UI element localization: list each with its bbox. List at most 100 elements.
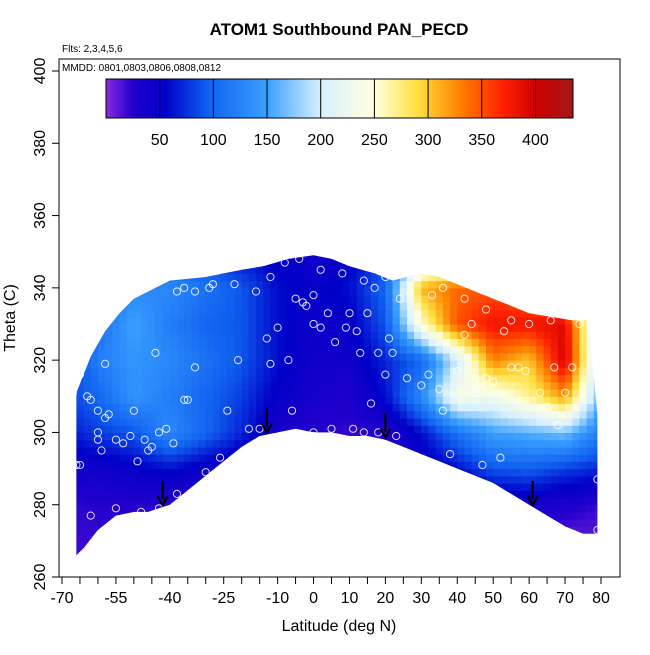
heatmap-cell <box>148 266 156 274</box>
heatmap-cell <box>62 382 70 390</box>
heatmap-cell <box>127 245 135 253</box>
heatmap-cell <box>392 461 401 470</box>
heatmap-cell <box>414 548 422 556</box>
heatmap-cell <box>392 418 401 426</box>
heatmap-cell <box>593 324 598 332</box>
heatmap-cell <box>493 475 501 484</box>
heatmap-cell <box>205 338 214 347</box>
heatmap-cell <box>450 403 458 412</box>
heatmap-cell <box>177 295 185 303</box>
heatmap-cell <box>399 410 408 419</box>
heatmap-cell <box>270 454 279 462</box>
heatmap-cell <box>212 360 221 368</box>
heatmap-cell <box>133 316 142 325</box>
observation-point <box>359 276 368 285</box>
heatmap-cell <box>342 266 351 274</box>
heatmap-cell <box>529 475 537 484</box>
dates-label: MMDD: 0801,0803,0806,0808,0812 <box>62 63 221 74</box>
heatmap-cell <box>198 555 207 556</box>
heatmap-cell <box>457 483 466 491</box>
heatmap-cell <box>557 345 566 354</box>
heatmap-cell <box>421 425 430 433</box>
heatmap-cell <box>248 280 257 289</box>
heatmap-cell <box>450 410 458 419</box>
heatmap-cell <box>184 360 192 368</box>
heatmap-cell <box>349 302 358 311</box>
heatmap-cell <box>507 446 516 455</box>
heatmap-cell <box>133 490 142 499</box>
heatmap-cell <box>478 302 487 311</box>
observation-point <box>287 406 297 415</box>
heatmap-cell <box>493 410 501 419</box>
heatmap-cell <box>227 540 236 549</box>
heatmap-cell <box>133 255 142 260</box>
heatmap-cell <box>335 475 343 484</box>
heatmap-cell <box>292 345 300 354</box>
heatmap-cell <box>550 454 559 462</box>
heatmap-cell <box>500 432 509 441</box>
heatmap-cell <box>119 316 128 325</box>
heatmap-cell <box>220 533 228 542</box>
heatmap-cell <box>299 468 307 477</box>
heatmap-cell <box>371 258 379 267</box>
heatmap-cell <box>205 490 214 499</box>
heatmap-cell <box>478 324 487 332</box>
heatmap-cell <box>543 309 552 318</box>
heatmap-cell <box>155 255 164 260</box>
heatmap-cell <box>536 454 545 462</box>
heatmap-cell <box>536 439 545 448</box>
heatmap-cell <box>421 389 430 397</box>
heatmap-cell <box>450 352 458 361</box>
heatmap-cell <box>572 266 581 274</box>
heatmap-cell <box>392 389 401 397</box>
heatmap-cell <box>327 367 336 376</box>
heatmap-cell <box>220 287 228 296</box>
heatmap-cell <box>141 403 149 412</box>
heatmap-cell <box>529 526 537 535</box>
heatmap-cell <box>579 302 588 311</box>
heatmap-cell <box>378 511 386 520</box>
heatmap-cell <box>507 316 516 325</box>
heatmap-cell <box>227 504 236 513</box>
heatmap-cell <box>500 563 508 571</box>
heatmap-cell <box>306 324 315 332</box>
heatmap-cell <box>263 555 271 556</box>
heatmap-cell <box>435 258 444 267</box>
heatmap-cell <box>105 316 113 325</box>
heatmap-cell <box>256 432 264 441</box>
heatmap-cell <box>435 468 444 477</box>
heatmap-cell <box>507 490 516 499</box>
heatmap-cell <box>105 367 113 376</box>
heatmap-cell <box>450 483 458 491</box>
heatmap-cell <box>342 563 350 571</box>
heatmap-cell <box>306 381 315 390</box>
heatmap-cell <box>593 258 598 267</box>
heatmap-cell <box>428 490 437 499</box>
heatmap-cell <box>134 563 142 571</box>
heatmap-cell <box>277 374 286 383</box>
heatmap-cell <box>392 273 401 282</box>
heatmap-cell <box>220 255 228 260</box>
heatmap-cell <box>486 338 494 347</box>
heatmap-cell <box>76 352 77 361</box>
heatmap-cell <box>565 381 573 390</box>
heatmap-cell <box>256 526 264 535</box>
heatmap-cell <box>205 403 214 412</box>
heatmap-cell <box>378 295 386 303</box>
heatmap-cell <box>76 245 84 253</box>
heatmap-cell <box>292 563 300 571</box>
heatmap-cell <box>169 410 178 419</box>
heatmap-cell <box>442 461 451 470</box>
heatmap-cell <box>105 345 113 354</box>
heatmap-cell <box>471 280 480 289</box>
heatmap-cell <box>126 396 135 405</box>
heatmap-cell <box>500 475 509 484</box>
observation-point <box>284 356 293 365</box>
heatmap-cell <box>292 410 300 419</box>
observation-point <box>201 468 210 477</box>
heatmap-cell <box>407 381 415 390</box>
observation-point <box>428 291 437 300</box>
heatmap-cell <box>220 266 228 274</box>
heatmap-cell <box>162 374 171 383</box>
heatmap-cell <box>349 403 358 412</box>
